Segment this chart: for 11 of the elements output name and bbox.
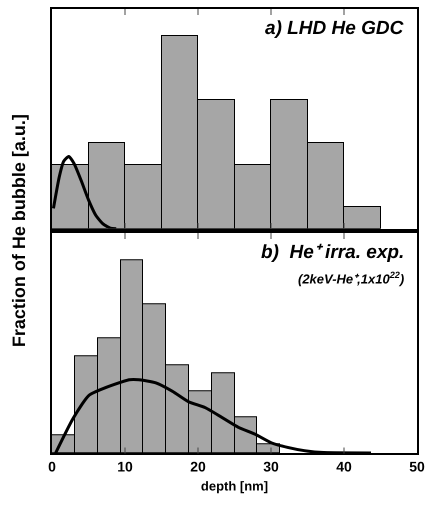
y-axis-title: Fraction of He bubble [a.u.] <box>9 114 30 348</box>
x-tick-label: 40 <box>336 458 352 475</box>
x-axis-title: depth [nm] <box>200 478 268 494</box>
x-tick-label: 20 <box>190 458 206 475</box>
x-tick-label: 10 <box>117 458 133 475</box>
chart-title: b) He⁺ irra. exp. <box>261 242 404 263</box>
text: (2keV-He⁺,1x10$^{22}$) <box>298 270 404 286</box>
chart-title: a) LHD He GDC <box>265 18 404 39</box>
x-tick-label: 0 <box>48 458 56 475</box>
x-tick-label: 30 <box>263 458 279 475</box>
x-tick-label: 50 <box>409 458 425 475</box>
